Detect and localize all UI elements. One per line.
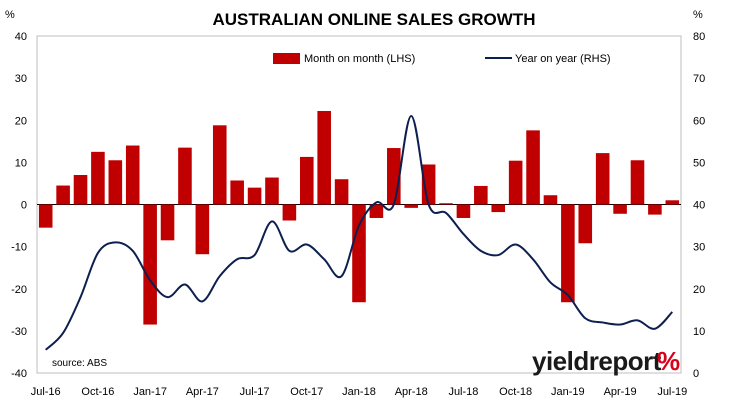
right-tick-label: 80 [693,31,705,43]
x-tick-label: Apr-18 [395,386,428,398]
bar-jan-18 [352,204,366,303]
left-tick-label: -20 [11,284,27,296]
x-tick-label: Oct-17 [290,386,323,398]
x-tick-label: Jul-17 [240,386,270,398]
x-tick-label: Jul-19 [657,386,687,398]
bar-nov-18 [526,130,540,205]
left-tick-label: 30 [15,73,27,85]
bar-series [38,110,680,325]
bar-sep-16 [73,175,88,205]
bar-feb-17 [160,204,175,241]
x-tick-label: Oct-18 [499,386,532,398]
bar-jan-17 [143,204,157,325]
bar-nov-16 [108,160,123,205]
chart-title: AUSTRALIAN ONLINE SALES GROWTH [213,10,536,29]
bar-may-17 [212,125,227,205]
bar-aug-16 [56,185,70,205]
x-tick-label: Jul-16 [31,386,61,398]
bar-oct-18 [508,160,523,205]
legend-label-year-on-year: Year on year (RHS) [515,53,611,65]
left-tick-label: -30 [11,326,27,338]
bar-jun-17 [230,180,244,205]
right-tick-label: 30 [693,242,705,254]
right-tick-label: 50 [693,157,705,169]
bar-dec-17 [334,179,349,205]
bar-nov-17 [317,110,331,205]
right-axis-unit: % [693,9,703,21]
bar-apr-17 [195,204,210,255]
left-axis-unit: % [5,9,15,21]
x-tick-label: Jan-19 [551,386,585,398]
right-tick-label: 40 [693,200,705,212]
bar-jul-17 [247,187,262,205]
legend: Month on month (LHS) Year on year (RHS) [273,53,611,65]
x-axis-ticks: Jul-16 Oct-16 Jan-17 Apr-17 Jul-17 Oct-17 Jan-… [31,386,688,398]
bar-sep-17 [282,204,297,221]
x-tick-label: Apr-17 [186,386,219,398]
bar-sep-18 [491,204,506,213]
year-on-year-line [45,115,674,351]
bar-may-19 [630,160,645,205]
source-note: source: ABS [52,358,107,369]
legend-swatch-month-on-month [273,53,300,64]
right-axis-ticks: 80 70 60 50 40 30 20 10 0 [693,31,705,380]
left-tick-label: 10 [15,157,27,169]
logo-text: yieldreport [532,346,662,376]
bar-apr-19 [613,204,627,214]
x-tick-label: Jan-17 [133,386,167,398]
bar-jul-19 [665,200,680,205]
bar-mar-19 [595,153,610,205]
bar-feb-19 [578,204,593,244]
bar-jul-16 [38,204,53,228]
bar-dec-16 [125,145,140,205]
right-tick-label: 10 [693,326,705,338]
bar-feb-18 [369,204,384,218]
x-tick-label: Oct-16 [81,386,114,398]
logo-percent: % [657,346,680,376]
left-tick-label: 20 [15,115,27,127]
yieldreport-logo: yieldreport % [532,346,680,376]
left-tick-label: 0 [21,200,27,212]
line-series [45,115,674,351]
bar-jul-18 [456,204,471,218]
right-tick-label: 60 [693,115,705,127]
bar-apr-18 [404,204,419,208]
bar-jun-18 [439,203,453,205]
bar-aug-18 [474,185,488,205]
bar-jan-19 [561,204,575,303]
bar-oct-17 [299,156,314,205]
bar-aug-17 [265,177,279,205]
bar-oct-16 [91,151,105,205]
right-tick-label: 0 [693,368,699,380]
left-tick-label: -40 [11,368,27,380]
bar-dec-18 [543,195,558,205]
left-tick-label: 40 [15,31,27,43]
right-tick-label: 20 [693,284,705,296]
left-tick-label: -10 [11,242,27,254]
legend-label-month-on-month: Month on month (LHS) [304,53,415,65]
right-tick-label: 70 [693,73,705,85]
bar-mar-17 [178,147,192,205]
left-axis-ticks: 40 30 20 10 0 -10 -20 -30 -40 [11,31,27,380]
x-tick-label: Jan-18 [342,386,376,398]
x-tick-label: Apr-19 [604,386,637,398]
bar-jun-19 [648,204,662,215]
x-tick-label: Jul-18 [448,386,478,398]
